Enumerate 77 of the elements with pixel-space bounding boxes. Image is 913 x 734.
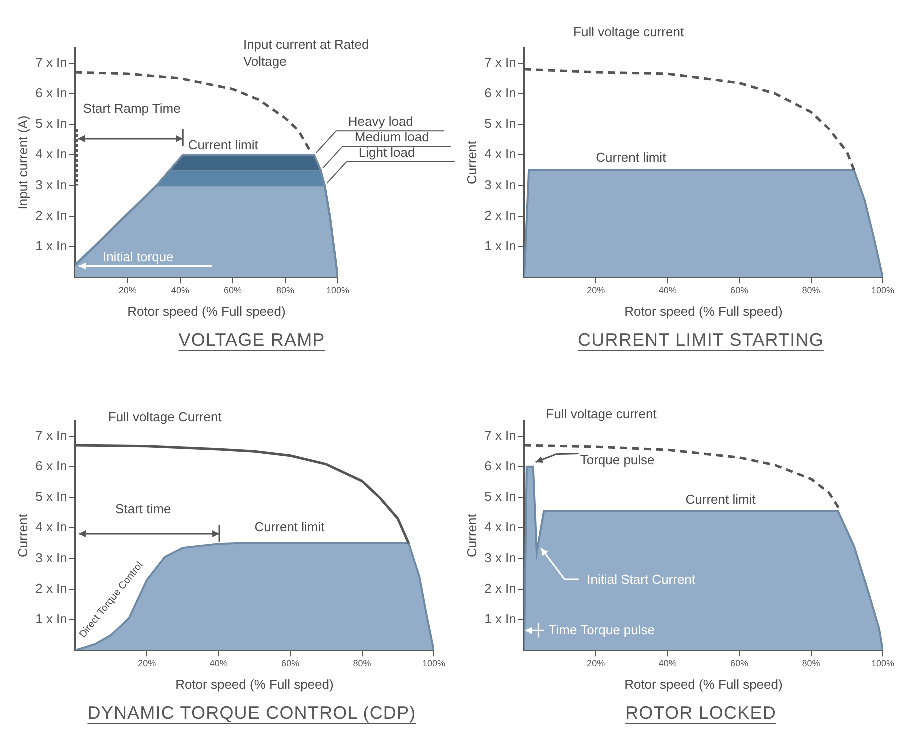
- text: DYNAMIC TORQUE CONTROL (CDP): [86, 703, 418, 724]
- annotation: Input current at Rated Voltage: [243, 37, 370, 70]
- x-tick-label: 20%: [587, 285, 606, 296]
- y-axis-title: Input current (A): [15, 116, 30, 210]
- y-axis-title: Current: [15, 514, 30, 558]
- y-tick-label: 7 x In: [36, 428, 68, 443]
- text: Full voltage current: [574, 24, 684, 40]
- x-tick-label: 60%: [730, 285, 749, 296]
- annotation: Current limit: [686, 492, 756, 508]
- x-tick-label: 80%: [353, 658, 372, 668]
- y-tick-label: 7 x In: [484, 428, 516, 443]
- x-axis-title: Rotor speed (% Full speed): [176, 676, 334, 692]
- x-tick-label: 40%: [171, 285, 190, 296]
- y-tick-label: 4 x In: [484, 520, 516, 535]
- x-tick-label: 80%: [802, 285, 820, 296]
- y-tick-label: 1 x In: [484, 238, 516, 254]
- y-tick-label: 3 x In: [484, 177, 516, 192]
- x-tick-label: 60%: [224, 285, 242, 296]
- y-tick-label: 2 x In: [484, 208, 516, 223]
- y-tick-label: 1 x In: [36, 238, 68, 254]
- x-tick-label: 20%: [587, 658, 606, 668]
- text: ROTOR LOCKED: [624, 703, 778, 724]
- x-axis-title: Rotor speed (% Full speed): [624, 676, 783, 692]
- annotation: Time Torque pulse: [548, 622, 656, 638]
- x-tick-label: 100%: [871, 658, 895, 668]
- x-tick-label: 80%: [276, 285, 294, 296]
- y-tick-label: 2 x In: [36, 208, 68, 223]
- y-tick-label: 4 x In: [484, 146, 516, 162]
- y-tick-label: 5 x In: [36, 116, 68, 132]
- text: Heavy load: [348, 114, 414, 130]
- annotation: Current limit: [254, 520, 326, 535]
- x-axis-title: Rotor speed (% Full speed): [624, 304, 783, 319]
- annotation: Start Ramp Time: [83, 100, 181, 116]
- x-tick-label: 80%: [802, 658, 820, 668]
- annotation: Current limit: [596, 150, 667, 165]
- y-axis-title: Current: [464, 514, 480, 558]
- y-tick-label: 4 x In: [36, 146, 68, 162]
- annotation: Initial Start Current: [587, 572, 696, 587]
- y-tick-label: 7 x In: [36, 54, 68, 70]
- y-tick-label: 6 x In: [36, 458, 68, 474]
- x-tick-label: 40%: [210, 658, 228, 668]
- x-tick-label: 100%: [326, 285, 350, 296]
- y-tick-label: 2 x In: [484, 580, 516, 596]
- y-tick-label: 3 x In: [36, 177, 68, 192]
- x-tick-label: 100%: [422, 658, 446, 668]
- x-tick-label: 100%: [871, 285, 895, 296]
- annotation: Start time: [116, 501, 172, 516]
- x-tick-label: 40%: [658, 285, 677, 296]
- y-tick-label: 6 x In: [484, 458, 516, 474]
- annotation: Current limit: [188, 138, 259, 153]
- x-tick-label: 60%: [282, 658, 300, 668]
- x-axis-title: Rotor speed (% Full speed): [128, 304, 286, 319]
- y-tick-label: 2 x In: [36, 580, 68, 596]
- annotation: Full voltage current: [546, 406, 658, 422]
- text: Light load: [358, 144, 416, 160]
- y-axis-title: Current: [464, 140, 480, 184]
- y-tick-label: 6 x In: [484, 86, 516, 100]
- y-tick-label: 4 x In: [36, 520, 68, 535]
- x-tick-label: 20%: [138, 658, 156, 668]
- y-tick-label: 7 x In: [484, 54, 516, 70]
- text: VOLTAGE RAMP: [178, 330, 326, 351]
- text: Medium load: [354, 130, 430, 145]
- y-tick-label: 5 x In: [484, 116, 516, 132]
- x-tick-label: 20%: [118, 285, 137, 296]
- y-tick-label: 1 x In: [36, 612, 68, 627]
- y-tick-label: 1 x In: [484, 612, 516, 627]
- annotation: Torque pulse: [580, 452, 655, 468]
- y-tick-label: 3 x In: [36, 550, 68, 566]
- annotation: Full voltage Current: [108, 410, 222, 425]
- y-tick-label: 5 x In: [36, 489, 68, 504]
- y-tick-label: 5 x In: [484, 489, 516, 504]
- annotation: Initial torque: [102, 249, 174, 264]
- y-tick-label: 6 x In: [36, 86, 68, 100]
- x-tick-label: 60%: [730, 658, 749, 668]
- y-tick-label: 3 x In: [484, 550, 516, 566]
- x-tick-label: 40%: [658, 658, 677, 668]
- text: CURRENT LIMIT STARTING: [577, 330, 825, 351]
